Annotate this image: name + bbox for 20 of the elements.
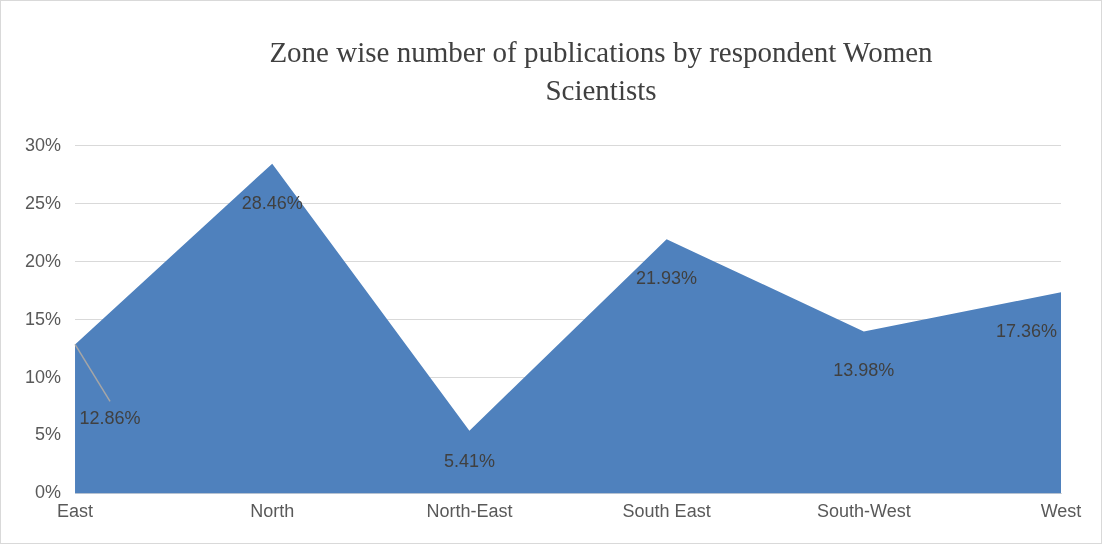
y-tick-label: 15% [25,308,62,329]
data-label: 5.41% [443,451,495,472]
y-tick-label: 0% [35,482,62,503]
y-tick-label: 10% [25,366,62,387]
x-tick-label: West [1040,501,1082,522]
x-tick-label: North [250,501,295,522]
data-label: 21.93% [636,268,698,289]
x-tick-label: East [57,501,94,522]
chart-title: Zone wise number of publications by respondent Women Scientists [268,35,934,108]
data-label: 13.98% [833,360,895,381]
data-label: 12.86% [79,408,141,429]
data-label: 28.46% [241,192,303,213]
x-tick-label: South-West [816,501,911,522]
data-label: 17.36% [995,321,1057,342]
y-tick-label: 30% [25,134,62,155]
y-tick-label: 20% [25,250,62,271]
y-tick-label: 5% [35,424,62,445]
y-tick-label: 25% [25,192,62,213]
x-tick-label: South East [622,501,711,522]
x-tick-label: North-East [426,501,513,522]
